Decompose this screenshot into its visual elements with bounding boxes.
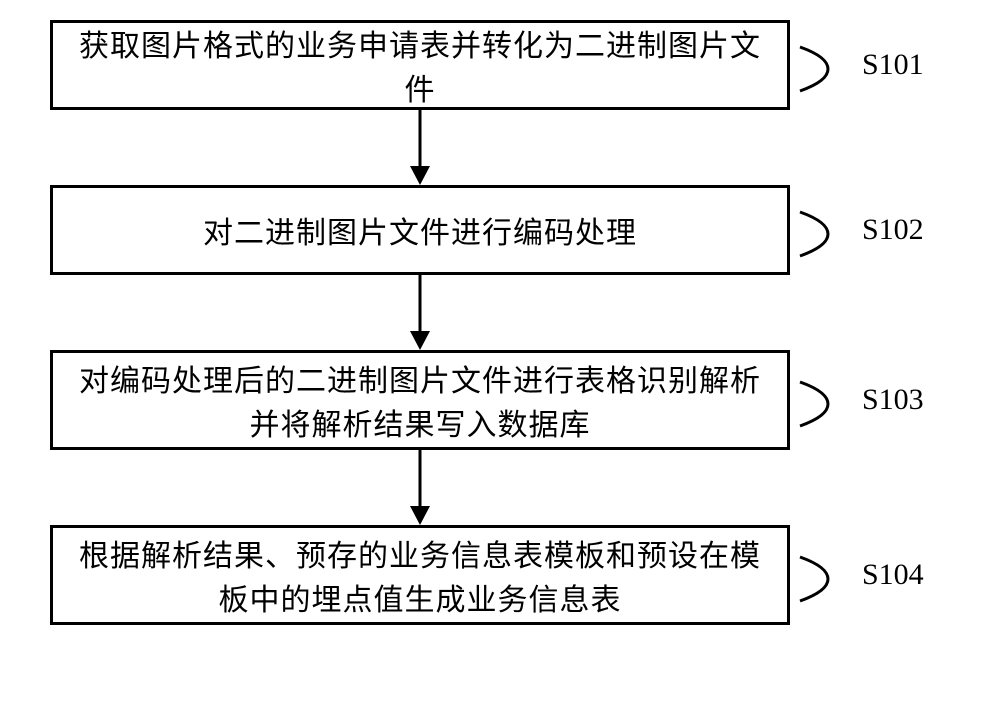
step-box: 对二进制图片文件进行编码处理 <box>50 185 790 275</box>
curve-connector-icon <box>798 545 858 605</box>
step-label: S104 <box>862 558 924 592</box>
step-text: 对二进制图片文件进行编码处理 <box>183 198 657 262</box>
flow-step: 对编码处理后的二进制图片文件进行表格识别解析并将解析结果写入数据库 S103 <box>50 350 950 450</box>
down-arrow-icon <box>400 450 440 525</box>
flow-step: 根据解析结果、预存的业务信息表模板和预设在模板中的埋点值生成业务信息表 S104 <box>50 525 950 625</box>
step-label-group: S103 <box>798 370 924 430</box>
flow-step: 获取图片格式的业务申请表并转化为二进制图片文件 S101 <box>50 20 950 110</box>
step-box: 对编码处理后的二进制图片文件进行表格识别解析并将解析结果写入数据库 <box>50 350 790 450</box>
curve-connector-icon <box>798 35 858 95</box>
step-label-group: S102 <box>798 200 924 260</box>
curve-connector-icon <box>798 370 858 430</box>
step-label: S103 <box>862 383 924 417</box>
step-label-group: S104 <box>798 545 924 605</box>
step-label-group: S101 <box>798 35 924 95</box>
arrow-wrap <box>50 275 790 350</box>
step-text: 根据解析结果、预存的业务信息表模板和预设在模板中的埋点值生成业务信息表 <box>53 521 787 629</box>
step-box: 获取图片格式的业务申请表并转化为二进制图片文件 <box>50 20 790 110</box>
step-label: S101 <box>862 48 924 82</box>
flowchart-container: 获取图片格式的业务申请表并转化为二进制图片文件 S101 对二进制图片文件进行编… <box>50 20 950 625</box>
step-text: 对编码处理后的二进制图片文件进行表格识别解析并将解析结果写入数据库 <box>53 346 787 454</box>
step-box: 根据解析结果、预存的业务信息表模板和预设在模板中的埋点值生成业务信息表 <box>50 525 790 625</box>
down-arrow-icon <box>400 110 440 185</box>
curve-connector-icon <box>798 200 858 260</box>
arrow-wrap <box>50 110 790 185</box>
step-text: 获取图片格式的业务申请表并转化为二进制图片文件 <box>53 11 787 119</box>
down-arrow-icon <box>400 275 440 350</box>
arrow-wrap <box>50 450 790 525</box>
flow-step: 对二进制图片文件进行编码处理 S102 <box>50 185 950 275</box>
step-label: S102 <box>862 213 924 247</box>
